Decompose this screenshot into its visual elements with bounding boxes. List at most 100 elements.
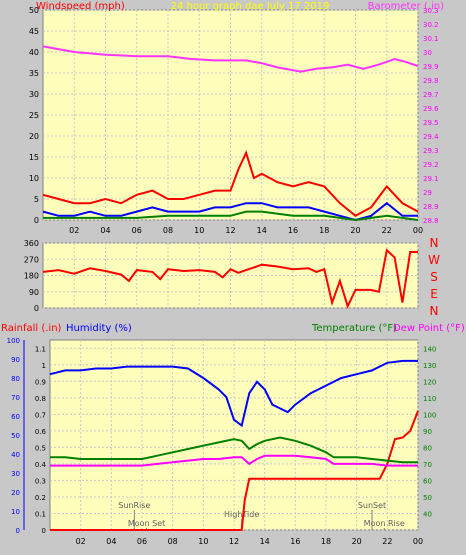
- wind-direction-line: [42, 248, 418, 309]
- barometer-tick-label: 29.7: [423, 91, 439, 99]
- direction-tick-label: 90: [29, 288, 39, 297]
- temp-x-axis: 02 04 06 08 10 12 14 16 18 20 22 00: [76, 537, 424, 546]
- direction-tick-label: 360: [24, 239, 39, 248]
- temperature-tick-label: 140: [423, 345, 436, 353]
- direction-tick-label: 0: [34, 304, 39, 313]
- wind-x-tick-label: 22: [382, 226, 392, 235]
- rainfall-tick-label: 1.1: [35, 345, 46, 353]
- humidity-tick-label: 100: [7, 337, 20, 345]
- direction-y-axis: 0 90 180 270 360: [24, 239, 39, 313]
- rainfall-tick-label: 0.4: [35, 461, 47, 469]
- windspeed-tick-label: 0: [34, 216, 39, 225]
- temp-x-tick-label: 04: [106, 537, 116, 546]
- windspeed-axis-title: Windspeed (mph): [36, 1, 125, 12]
- windspeed-tick-label: 30: [29, 90, 39, 99]
- rainfall-tick-label: 1: [42, 362, 46, 370]
- windspeed-tick-label: 35: [29, 69, 39, 78]
- temperature-tick-label: 80: [423, 444, 432, 452]
- dew-point-line: [50, 454, 418, 467]
- humidity-tick-label: 0: [16, 527, 20, 535]
- direction-tick-label: 180: [24, 272, 39, 281]
- temp-x-tick-label: 08: [168, 537, 178, 546]
- humidity-tick-label: 50: [11, 432, 20, 440]
- temp-x-tick-label: 18: [321, 537, 331, 546]
- wind-barometer-panel: Windspeed (mph) 24 hour graph dae July 1…: [29, 1, 444, 235]
- humidity-axis-title: Humidity (%): [66, 323, 132, 334]
- barometer-tick-label: 29.2: [423, 161, 439, 169]
- rainfall-tick-label: 0.8: [35, 395, 46, 403]
- windspeed-tick-label: 15: [29, 153, 39, 162]
- humidity-tick-label: 20: [11, 489, 20, 497]
- wind-x-tick-label: 08: [163, 226, 173, 235]
- wind-x-tick-label: 02: [69, 226, 79, 235]
- barometer-tick-label: 29.9: [423, 63, 439, 71]
- windspeed-tick-label: 45: [29, 27, 39, 36]
- barometer-y-axis: 28.8 28.9 29 29.1 29.2 29.3 29.4 29.5 29.6 29.7 29…: [423, 7, 439, 225]
- temp-x-tick-label: 16: [290, 537, 300, 546]
- wind-x-tick-label: 04: [100, 226, 110, 235]
- temperature-axis-title: Temperature (°F): [311, 323, 397, 334]
- temperature-tick-label: 40: [423, 510, 432, 518]
- temp-x-tick-label: 22: [382, 537, 392, 546]
- compass-letter: N: [430, 236, 439, 250]
- humidity-tick-label: 80: [11, 375, 20, 383]
- barometer-tick-label: 28.9: [423, 203, 439, 211]
- rainfall-tick-label: 0.2: [35, 494, 46, 502]
- barometer-tick-label: 29.6: [423, 105, 439, 113]
- annotation-label: Moon Set: [128, 519, 165, 528]
- windspeed-tick-label: 40: [29, 48, 39, 57]
- windspeed-tick-label: 25: [29, 111, 39, 120]
- compass-letter: N: [430, 304, 439, 318]
- humidity-tick-label: 70: [11, 394, 20, 402]
- rainfall-y-axis: 0 0.1 0.2 0.3 0.4 0.5 0.6 0.7 0.8 0.9 1 1.1: [35, 345, 47, 535]
- barometer-tick-label: 30.1: [423, 35, 439, 43]
- annotation-label: SunRise: [118, 501, 150, 510]
- temperature-y-axis: 40 50 60 70 80 90 100 110 120 130 140: [423, 345, 436, 518]
- temperature-tick-label: 50: [423, 494, 432, 502]
- rainfall-tick-label: 0.7: [35, 411, 46, 419]
- direction-series: [42, 248, 418, 309]
- temperature-tick-label: 90: [423, 428, 432, 436]
- temperature-tick-label: 70: [423, 461, 432, 469]
- barometer-tick-label: 29.5: [423, 119, 439, 127]
- wind-x-tick-label: 20: [350, 226, 360, 235]
- windspeed-tick-label: 10: [29, 174, 39, 183]
- barometer-tick-label: 30: [423, 49, 432, 57]
- annotation-label: SunSet: [358, 501, 386, 510]
- temp-x-tick-label: 02: [76, 537, 86, 546]
- graph-title: 24 hour graph dae July 17 2019: [171, 1, 330, 12]
- annotation-label: Moon Rise: [364, 519, 405, 528]
- humidity-tick-label: 60: [11, 413, 20, 421]
- barometer-tick-label: 29.4: [423, 133, 439, 141]
- rainfall-tick-label: 0.1: [35, 510, 46, 518]
- temp-series: [49, 359, 419, 531]
- humidity-tick-label: 40: [11, 451, 20, 459]
- temperature-tick-label: 60: [423, 477, 432, 485]
- temp-x-tick-label: 12: [229, 537, 239, 546]
- rainfall-axis-title: Rainfall (.in): [1, 323, 62, 334]
- rainfall-tick-label: 0: [42, 527, 46, 535]
- temp-x-tick-label: 06: [137, 537, 147, 546]
- wind-x-tick-label: 00: [413, 226, 423, 235]
- humidity-tick-label: 30: [11, 470, 20, 478]
- humidity-y-axis: 0 10 20 30 40 50 60 70 80 90 100: [7, 337, 25, 535]
- barometer-tick-label: 29.8: [423, 77, 439, 85]
- annotation-label: HighTide: [224, 510, 259, 519]
- barometer-line: [42, 45, 419, 73]
- rainfall-tick-label: 0.6: [35, 428, 47, 436]
- humidity-line: [49, 359, 418, 428]
- windspeed-tick-label: 20: [29, 132, 39, 141]
- temperature-tick-label: 120: [423, 378, 436, 386]
- rainfall-tick-label: 0.3: [35, 477, 46, 485]
- compass-letter: W: [428, 253, 440, 267]
- temperature-tick-label: 110: [423, 395, 436, 403]
- barometer-axis-title: Barometer (.in): [368, 1, 444, 12]
- windspeed-tick-label: 50: [29, 6, 39, 15]
- temperature-tick-label: 130: [423, 362, 436, 370]
- humidity-tick-label: 90: [11, 356, 20, 364]
- temp-x-tick-label: 14: [260, 537, 270, 546]
- wind-x-tick-label: 06: [132, 226, 142, 235]
- wind-x-tick-label: 10: [194, 226, 204, 235]
